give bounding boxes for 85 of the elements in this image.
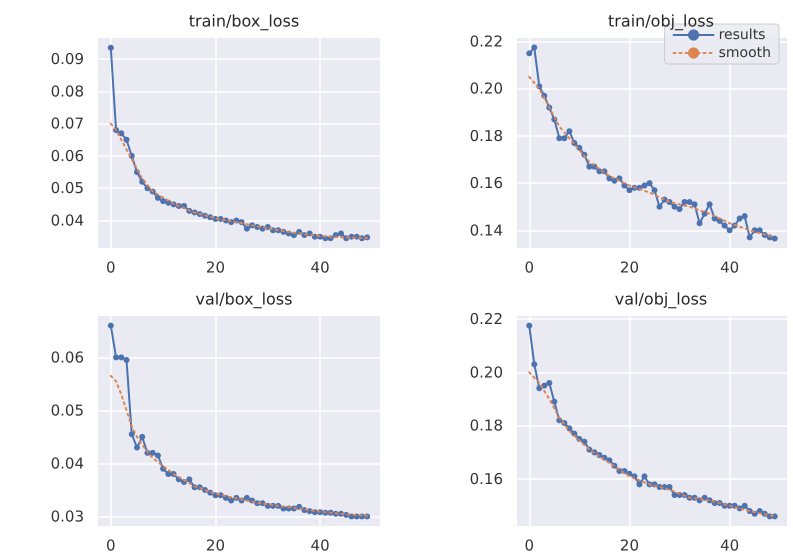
x-tick-label: 0 xyxy=(524,258,534,276)
chart-title: train/box_loss xyxy=(188,12,300,30)
x-tick-label: 40 xyxy=(310,258,330,276)
y-tick-label: 0.20 xyxy=(470,80,503,98)
point xyxy=(626,187,632,194)
point xyxy=(150,450,156,456)
y-tick-label: 0.20 xyxy=(470,363,503,382)
x-tick-label: 20 xyxy=(620,536,640,554)
point xyxy=(154,194,161,201)
y-tick-label: 0.04 xyxy=(50,212,84,230)
y-tick-label: 0.08 xyxy=(50,82,84,100)
point xyxy=(108,322,114,329)
point xyxy=(742,213,748,220)
point xyxy=(561,135,568,142)
x-tick-label: 40 xyxy=(720,258,740,276)
point xyxy=(134,444,140,451)
y-tick-label: 0.04 xyxy=(50,454,84,472)
point xyxy=(128,431,135,438)
y-tick-label: 0.05 xyxy=(50,179,84,198)
point xyxy=(108,44,114,51)
point xyxy=(742,502,748,509)
point xyxy=(746,234,753,240)
point xyxy=(338,230,344,236)
point xyxy=(696,220,703,226)
point xyxy=(656,204,663,210)
point xyxy=(692,201,698,208)
point xyxy=(726,227,733,234)
y-tick-label: 0.22 xyxy=(470,32,503,51)
point xyxy=(160,198,166,204)
point xyxy=(139,434,146,440)
point xyxy=(154,452,161,458)
y-tick-label: 0.03 xyxy=(50,507,84,526)
y-tick-label: 0.14 xyxy=(470,221,503,240)
point xyxy=(706,201,713,208)
point xyxy=(652,187,658,194)
point xyxy=(676,206,683,212)
point xyxy=(531,361,538,368)
point xyxy=(118,130,124,136)
x-tick-label: 20 xyxy=(206,258,226,276)
point xyxy=(531,44,538,50)
point xyxy=(551,398,558,405)
x-tick-label: 0 xyxy=(106,536,116,554)
chart-title: val/box_loss xyxy=(196,290,292,308)
point xyxy=(228,498,234,504)
x-tick-label: 40 xyxy=(720,536,740,554)
point xyxy=(772,236,778,242)
point xyxy=(526,50,532,56)
point xyxy=(666,484,673,490)
y-tick-label: 0.16 xyxy=(470,174,503,192)
point xyxy=(118,354,124,360)
point xyxy=(526,322,532,329)
point xyxy=(736,216,743,222)
y-tick-label: 0.09 xyxy=(50,50,84,68)
x-tick-label: 40 xyxy=(310,536,330,554)
y-tick-label: 0.06 xyxy=(50,348,84,366)
legend-label: results xyxy=(718,27,766,43)
x-tick-label: 0 xyxy=(106,258,116,276)
point xyxy=(124,136,130,143)
point xyxy=(636,481,642,488)
x-tick-label: 20 xyxy=(206,536,226,554)
point xyxy=(566,128,572,134)
point xyxy=(646,180,652,186)
point xyxy=(641,473,648,480)
y-tick-label: 0.07 xyxy=(50,114,84,133)
point xyxy=(113,354,120,360)
y-tick-label: 0.06 xyxy=(50,146,84,165)
x-tick-label: 20 xyxy=(620,258,640,276)
point xyxy=(686,198,693,205)
point xyxy=(546,380,552,386)
point xyxy=(722,222,728,229)
point xyxy=(124,357,130,364)
y-tick-label: 0.05 xyxy=(50,401,84,420)
y-tick-label: 0.18 xyxy=(470,416,503,435)
point xyxy=(672,204,678,210)
point xyxy=(556,135,562,142)
chart-title: train/obj_loss xyxy=(608,12,714,30)
point xyxy=(641,182,648,188)
y-tick-label: 0.18 xyxy=(470,126,503,145)
chart-title: val/obj_loss xyxy=(614,290,708,308)
point xyxy=(244,226,250,232)
x-tick-label: 0 xyxy=(524,536,534,554)
y-tick-label: 0.22 xyxy=(470,310,503,328)
point xyxy=(186,476,192,482)
y-tick-label: 0.16 xyxy=(470,470,503,488)
legend-label: smooth xyxy=(718,45,772,61)
